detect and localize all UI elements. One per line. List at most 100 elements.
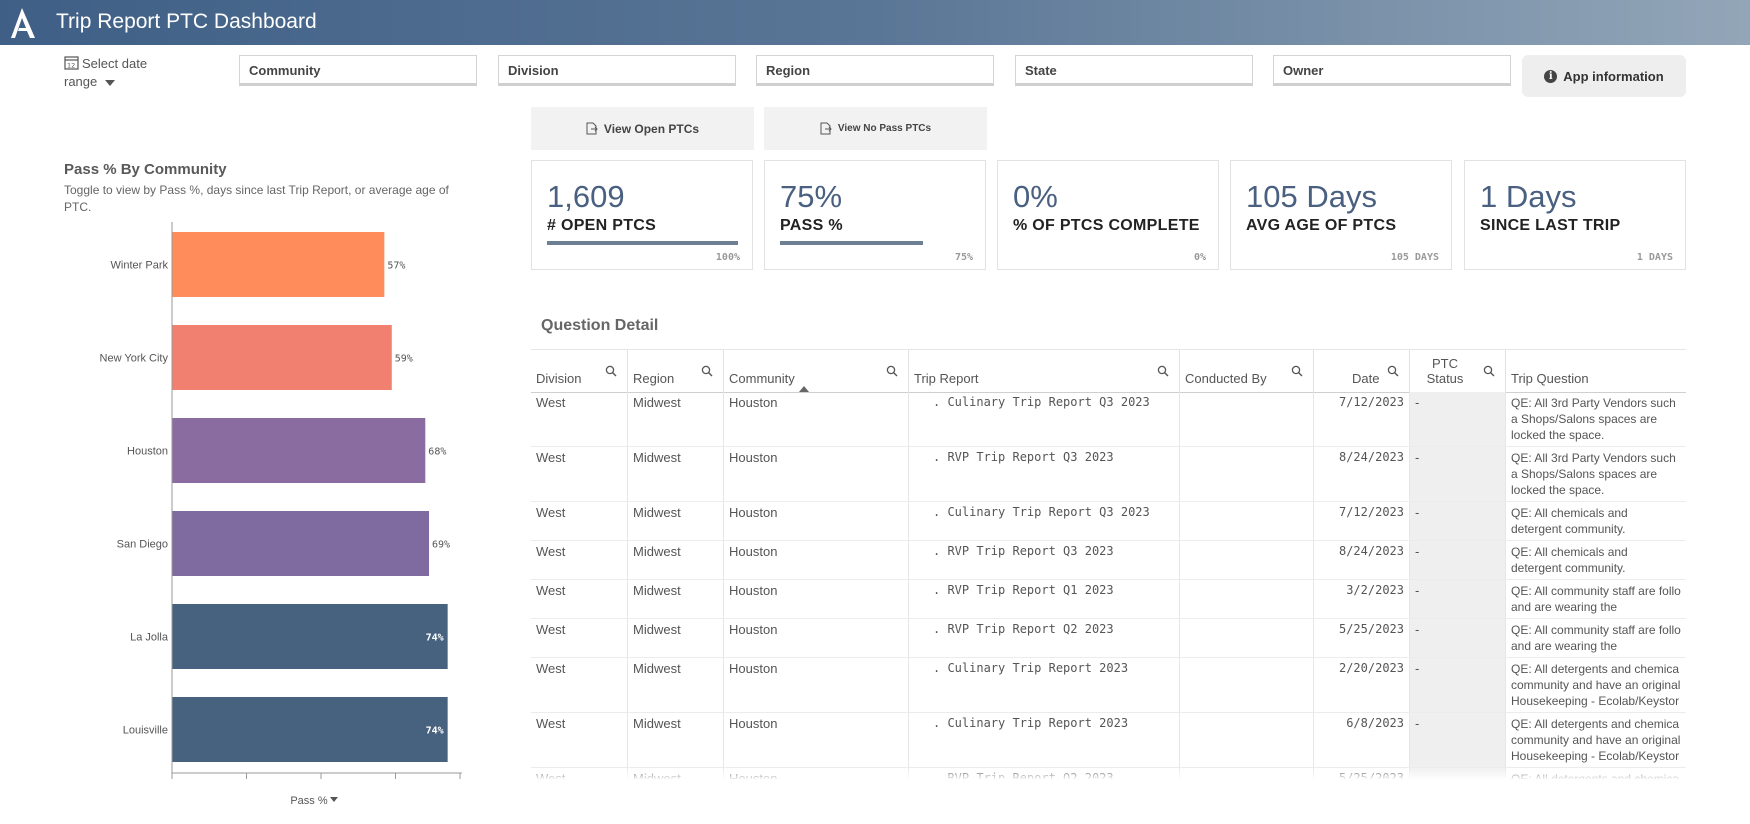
filter-community[interactable]: Community: [239, 55, 477, 86]
table-cell-status[interactable]: -: [1410, 713, 1506, 767]
view-no-pass-ptcs-button[interactable]: View No Pass PTCs: [764, 107, 987, 150]
table-cell-status[interactable]: -: [1410, 392, 1506, 446]
search-icon[interactable]: [605, 365, 617, 377]
table-cell-community[interactable]: Houston: [724, 541, 909, 579]
kpi-ptcs-complete[interactable]: 0% % OF PTCS COMPLETE 0%: [997, 160, 1219, 270]
search-icon[interactable]: [886, 365, 898, 377]
table-cell-question[interactable]: QE: All chemicals and detergent communit…: [1511, 545, 1628, 575]
column-header-region[interactable]: Region: [628, 350, 724, 392]
column-header-community[interactable]: Community: [724, 350, 909, 392]
table-cell-trip-report[interactable]: . RVP Trip Report Q2 2023: [909, 619, 1180, 657]
table-cell-division[interactable]: West: [531, 580, 628, 618]
table-cell-trip-report[interactable]: . Culinary Trip Report 2023: [909, 713, 1180, 767]
table-cell-date[interactable]: 6/8/2023: [1314, 713, 1410, 767]
table-cell-question[interactable]: QE: All 3rd Party Vendors such a Shops/S…: [1511, 451, 1676, 497]
table-row[interactable]: West Midwest Houston. RVP Trip Report Q3 2…: [531, 447, 1686, 502]
table-cell-date[interactable]: 7/12/2023: [1314, 502, 1410, 540]
table-cell-community[interactable]: Houston: [724, 619, 909, 657]
date-range-selector[interactable]: 12 Select date range: [64, 55, 174, 91]
search-icon[interactable]: [1387, 365, 1399, 377]
app-information-button[interactable]: i App information: [1522, 55, 1686, 97]
company-logo-icon[interactable]: [8, 6, 38, 40]
table-cell-conducted-by[interactable]: [1180, 447, 1314, 501]
chart-bar[interactable]: [172, 232, 385, 297]
table-cell-division[interactable]: West: [531, 713, 628, 767]
search-icon[interactable]: [701, 365, 713, 377]
table-row[interactable]: West Midwest Houston. RVP Trip Report Q1 2…: [531, 580, 1686, 619]
table-cell-division[interactable]: West: [531, 447, 628, 501]
table-cell-date[interactable]: 8/24/2023: [1314, 541, 1410, 579]
table-cell-question[interactable]: QE: All 3rd Party Vendors such a Shops/S…: [1511, 396, 1676, 442]
table-cell-date[interactable]: 7/12/2023: [1314, 392, 1410, 446]
table-cell-community[interactable]: Houston: [724, 392, 909, 446]
filter-division[interactable]: Division: [498, 55, 736, 86]
table-cell-conducted-by[interactable]: [1180, 619, 1314, 657]
table-cell-question[interactable]: QE: All community staff are follo and ar…: [1511, 623, 1681, 657]
table-cell-question[interactable]: QE: All community staff are follo and ar…: [1511, 584, 1681, 618]
table-cell-question[interactable]: QE: All chemicals and detergent communit…: [1511, 506, 1628, 536]
kpi-since-last-trip[interactable]: 1 Days SINCE LAST TRIP 1 DAYS: [1464, 160, 1686, 270]
table-row[interactable]: West Midwest Houston. RVP Trip Report Q3 2…: [531, 541, 1686, 580]
chart-bar[interactable]: [172, 604, 448, 669]
pass-by-community-chart[interactable]: Winter Park 57% New York City 59% Houston 68%…: [64, 222, 484, 820]
table-cell-date[interactable]: 5/25/2023: [1314, 619, 1410, 657]
kpi-pass-percent[interactable]: 75% PASS % 75%: [764, 160, 986, 270]
filter-state[interactable]: State: [1015, 55, 1253, 86]
column-header-trip-question[interactable]: Trip Question: [1506, 350, 1686, 392]
table-cell-conducted-by[interactable]: [1180, 541, 1314, 579]
search-icon[interactable]: [1157, 365, 1169, 377]
chart-bar[interactable]: [172, 511, 430, 576]
table-cell-community[interactable]: Houston: [724, 580, 909, 618]
table-cell-status[interactable]: -: [1410, 580, 1506, 618]
table-cell-conducted-by[interactable]: [1180, 658, 1314, 712]
table-cell-region[interactable]: Midwest: [628, 392, 724, 446]
table-cell-community[interactable]: Houston: [724, 713, 909, 767]
table-cell-trip-report[interactable]: . Culinary Trip Report 2023: [909, 658, 1180, 712]
table-cell-community[interactable]: Houston: [724, 502, 909, 540]
table-cell-question[interactable]: QE: All detergents and chemica community…: [1511, 662, 1681, 708]
table-cell-conducted-by[interactable]: [1180, 392, 1314, 446]
table-cell-division[interactable]: West: [531, 619, 628, 657]
search-icon[interactable]: [1483, 365, 1495, 377]
table-cell-division[interactable]: West: [531, 541, 628, 579]
table-cell-trip-report[interactable]: . RVP Trip Report Q3 2023: [909, 447, 1180, 501]
question-detail-table[interactable]: Division Region Community Trip Report Co…: [531, 349, 1686, 779]
chart-bar[interactable]: [172, 697, 448, 762]
table-cell-region[interactable]: Midwest: [628, 658, 724, 712]
filter-region[interactable]: Region: [756, 55, 994, 86]
table-cell-date[interactable]: 2/20/2023: [1314, 658, 1410, 712]
table-cell-conducted-by[interactable]: [1180, 502, 1314, 540]
table-cell-division[interactable]: West: [531, 392, 628, 446]
table-cell-status[interactable]: -: [1410, 541, 1506, 579]
table-cell-trip-report[interactable]: . RVP Trip Report Q3 2023: [909, 541, 1180, 579]
table-row[interactable]: West Midwest Houston. Culinary Trip Report…: [531, 658, 1686, 713]
table-cell-status[interactable]: -: [1410, 619, 1506, 657]
table-cell-question[interactable]: QE: All detergents and chemica community…: [1511, 717, 1681, 763]
table-row[interactable]: West Midwest Houston. Culinary Trip Report…: [531, 392, 1686, 447]
table-cell-trip-report[interactable]: . Culinary Trip Report Q3 2023: [909, 502, 1180, 540]
column-header-conducted-by[interactable]: Conducted By: [1180, 350, 1314, 392]
table-cell-date[interactable]: 8/24/2023: [1314, 447, 1410, 501]
table-cell-region[interactable]: Midwest: [628, 580, 724, 618]
chart-bar[interactable]: [172, 325, 392, 390]
kpi-avg-age[interactable]: 105 Days AVG AGE OF PTCS 105 DAYS: [1230, 160, 1452, 270]
column-header-trip-report[interactable]: Trip Report: [909, 350, 1180, 392]
table-cell-trip-report[interactable]: . Culinary Trip Report Q3 2023: [909, 392, 1180, 446]
table-cell-community[interactable]: Houston: [724, 447, 909, 501]
table-cell-conducted-by[interactable]: [1180, 713, 1314, 767]
column-header-date[interactable]: Date: [1314, 350, 1410, 392]
column-header-ptc-status[interactable]: PTC Status: [1410, 350, 1506, 392]
table-cell-conducted-by[interactable]: [1180, 580, 1314, 618]
table-cell-status[interactable]: -: [1410, 447, 1506, 501]
table-row[interactable]: West Midwest Houston. Culinary Trip Report…: [531, 502, 1686, 541]
table-cell-trip-report[interactable]: . RVP Trip Report Q1 2023: [909, 580, 1180, 618]
table-cell-community[interactable]: Houston: [724, 658, 909, 712]
table-row[interactable]: West Midwest Houston. Culinary Trip Report…: [531, 713, 1686, 768]
table-cell-division[interactable]: West: [531, 658, 628, 712]
table-cell-region[interactable]: Midwest: [628, 447, 724, 501]
search-icon[interactable]: [1291, 365, 1303, 377]
table-cell-division[interactable]: West: [531, 502, 628, 540]
table-cell-region[interactable]: Midwest: [628, 541, 724, 579]
filter-owner[interactable]: Owner: [1273, 55, 1511, 86]
